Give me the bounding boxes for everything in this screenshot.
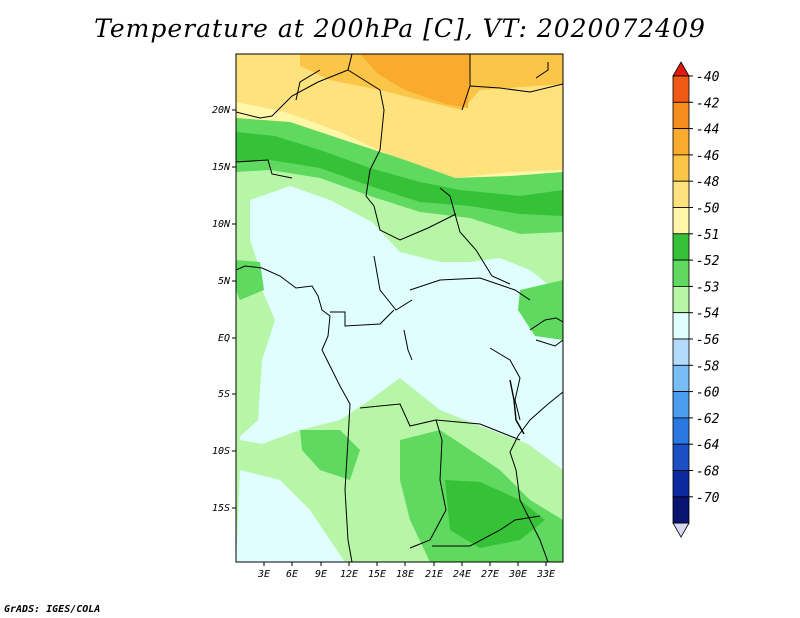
legend-swatch [672,101,690,130]
legend-label: -58 [696,359,720,374]
lon-label: 24E [453,569,471,580]
lat-label: EQ [218,333,230,344]
legend-swatch [672,470,690,498]
legend-swatch [672,259,690,287]
lon-label: 21E [425,569,443,580]
legend-label: -62 [696,412,720,427]
legend-swatch [672,338,690,366]
legend-swatch [672,285,690,314]
legend-label: -44 [696,123,719,138]
legend-label: -50 [696,202,720,217]
legend-label: -56 [696,333,720,348]
legend-label: -51 [696,228,719,243]
legend-swatch [672,233,690,261]
legend-swatch [672,364,690,392]
legend-swatch [672,312,690,340]
lon-label: 12E [340,569,358,580]
country-borders [236,54,563,562]
map-frame [235,53,564,563]
legend-label: -48 [696,175,720,190]
lat-label: 5N [218,276,231,287]
legend-swatch [672,128,690,156]
legend-label: -64 [696,438,719,453]
lat-axis: 20N 15N 10N 5N EQ 5S 10S 15S [212,105,236,514]
legend-arrow-top [672,61,690,77]
legend-swatch [672,75,690,103]
legend-swatch [672,391,690,419]
legend-label: -70 [696,491,720,506]
legend-label: -46 [696,149,720,164]
legend-swatch [672,154,690,182]
lat-label: 10S [212,446,230,457]
legend-label: -54 [696,307,719,322]
lat-label: 20N [212,105,231,116]
chart-title: Temperature at 200hPa [C], VT: 202007240… [94,14,706,43]
legend-swatch [672,207,690,235]
lon-label: 9E [315,569,327,580]
legend-label: -60 [696,386,720,401]
legend-swatch [672,443,690,471]
lat-label: 10N [212,219,231,230]
color-legend: -40 -42 -44 -46 -48 -50 -51 -52 -53 -54 -56 -58 -60 -… [672,61,720,538]
legend-arrow-bottom [672,522,690,538]
legend-label: -68 [696,465,720,480]
legend-label: -40 [696,70,720,85]
lon-label: 15E [368,569,386,580]
legend-label: -42 [696,96,720,111]
legend-label: -53 [696,280,719,295]
lon-label: 18E [396,569,414,580]
lon-label: 3E [257,569,270,580]
lon-axis: 3E 6E 9E 12E 15E 18E 21E 24E 27E 30E 33E [257,562,555,580]
lon-label: 6E [286,569,298,580]
lon-label: 33E [536,569,555,580]
lat-label: 15S [212,503,230,514]
credit-text: GrADS: IGES/COLA [4,604,101,615]
lon-label: 30E [508,569,527,580]
lat-label: 15N [212,162,231,173]
legend-swatch [672,417,690,445]
lat-label: 5S [218,389,230,400]
legend-swatch [672,180,690,208]
legend-swatch [672,496,690,524]
lon-label: 27E [481,569,499,580]
legend-label: -52 [696,254,720,269]
